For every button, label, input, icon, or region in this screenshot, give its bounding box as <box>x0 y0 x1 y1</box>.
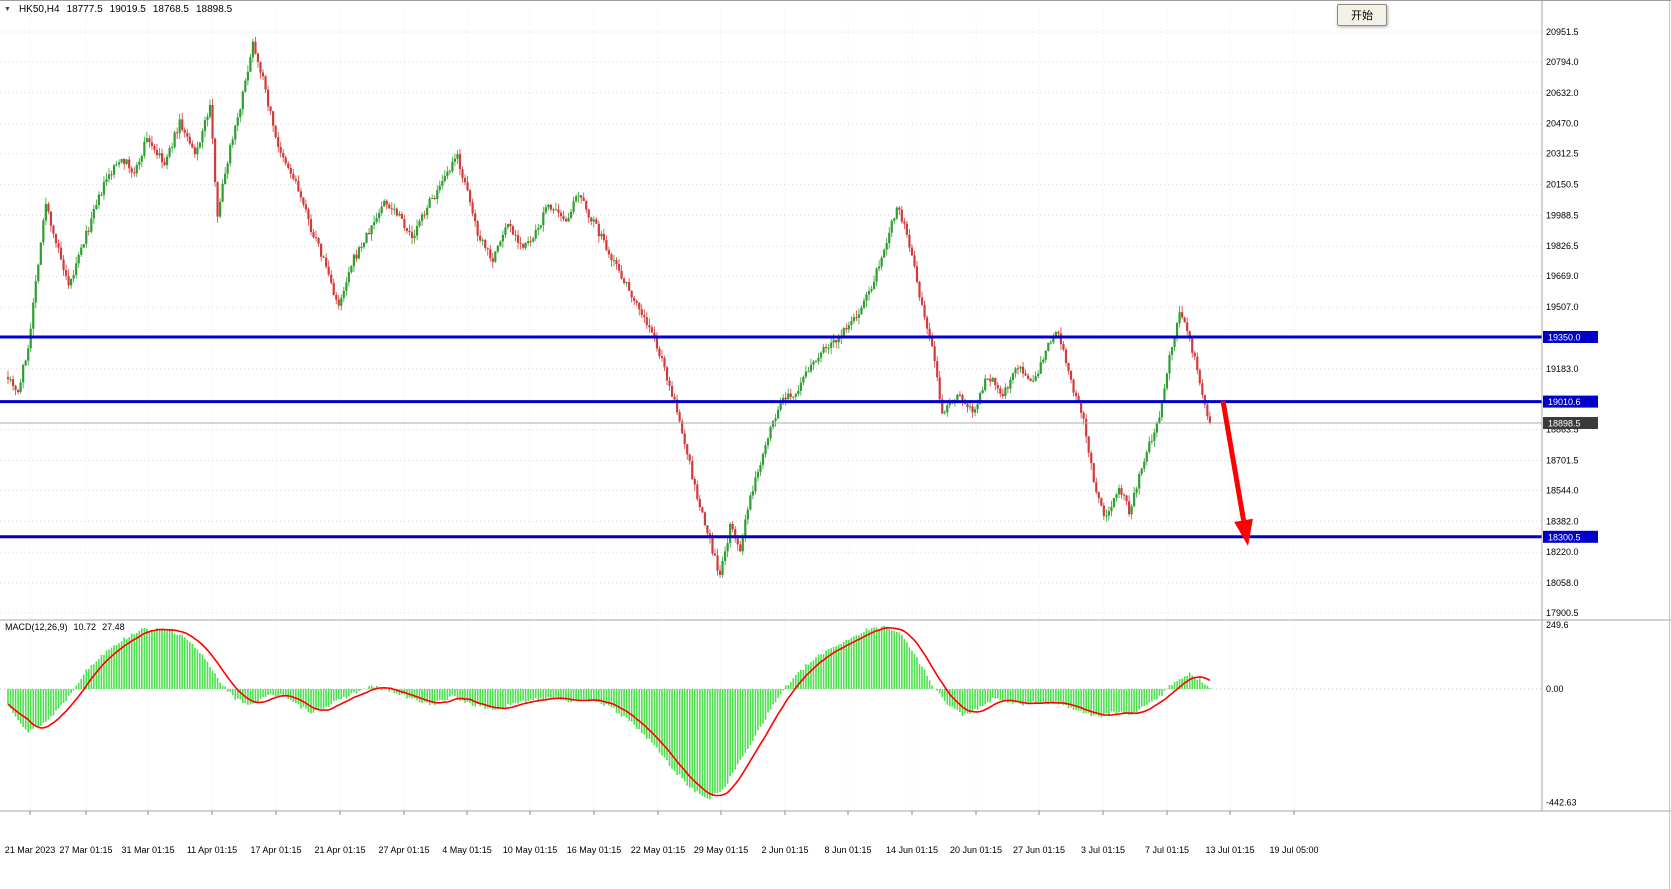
svg-text:19 Jul 05:00: 19 Jul 05:00 <box>1269 845 1318 855</box>
svg-text:27 Mar 01:15: 27 Mar 01:15 <box>59 845 112 855</box>
svg-text:18220.0: 18220.0 <box>1546 547 1579 557</box>
svg-text:3 Jul 01:15: 3 Jul 01:15 <box>1081 845 1125 855</box>
svg-text:19507.0: 19507.0 <box>1546 302 1579 312</box>
svg-text:8 Jun 01:15: 8 Jun 01:15 <box>824 845 871 855</box>
svg-text:13 Jul 01:15: 13 Jul 01:15 <box>1205 845 1254 855</box>
macd-indicator-label: MACD(12,26,9) 10.72 27.48 <box>5 622 125 632</box>
svg-text:27 Apr 01:15: 27 Apr 01:15 <box>378 845 429 855</box>
svg-text:19988.5: 19988.5 <box>1546 210 1579 220</box>
macd-signal-value: 27.48 <box>102 622 125 632</box>
svg-text:20470.0: 20470.0 <box>1546 119 1579 129</box>
pane-separators[interactable] <box>0 1 1671 812</box>
svg-text:-442.63: -442.63 <box>1546 798 1577 808</box>
ohlc-readout: ▼ HK50,H4 18777.5 19019.5 18768.5 18898.… <box>4 4 232 15</box>
svg-text:2 Jun 01:15: 2 Jun 01:15 <box>761 845 808 855</box>
start-button[interactable]: 开始 <box>1337 4 1387 26</box>
svg-text:20312.5: 20312.5 <box>1546 149 1579 159</box>
svg-text:18544.0: 18544.0 <box>1546 486 1579 496</box>
svg-text:18701.5: 18701.5 <box>1546 456 1579 466</box>
svg-text:249.6: 249.6 <box>1546 620 1569 630</box>
svg-text:18382.0: 18382.0 <box>1546 516 1579 526</box>
svg-text:16 May 01:15: 16 May 01:15 <box>567 845 622 855</box>
svg-text:27 Jun 01:15: 27 Jun 01:15 <box>1013 845 1065 855</box>
svg-text:18300.5: 18300.5 <box>1548 532 1581 542</box>
svg-text:20951.5: 20951.5 <box>1546 27 1579 37</box>
macd-signal-line <box>7 626 1211 797</box>
symbol-label: HK50,H4 <box>18 4 60 15</box>
svg-text:20794.0: 20794.0 <box>1546 57 1579 67</box>
macd-main-value: 10.72 <box>73 622 97 632</box>
svg-text:18058.0: 18058.0 <box>1546 578 1579 588</box>
price-axis[interactable]: 20951.5 20794.0 20632.0 20470.0 20312.5 20150… <box>1543 27 1598 618</box>
svg-text:17 Apr 01:15: 17 Apr 01:15 <box>250 845 301 855</box>
high-value: 19019.5 <box>109 4 146 15</box>
macd-histogram <box>7 625 1211 800</box>
svg-text:11 Apr 01:15: 11 Apr 01:15 <box>187 845 237 855</box>
macd-name: MACD(12,26,9) <box>5 622 68 632</box>
close-value: 18898.5 <box>195 4 233 15</box>
window-right-border <box>1669 1 1670 889</box>
svg-text:4 May 01:15: 4 May 01:15 <box>442 845 492 855</box>
svg-text:19669.0: 19669.0 <box>1546 271 1579 281</box>
trend-arrow[interactable] <box>1220 400 1253 546</box>
svg-text:10 May 01:15: 10 May 01:15 <box>503 845 558 855</box>
svg-text:20 Jun 01:15: 20 Jun 01:15 <box>950 845 1002 855</box>
svg-text:18898.5: 18898.5 <box>1548 419 1581 429</box>
svg-text:19183.0: 19183.0 <box>1546 364 1579 374</box>
svg-text:29 May 01:15: 29 May 01:15 <box>694 845 749 855</box>
svg-text:19010.6: 19010.6 <box>1548 397 1581 407</box>
svg-text:14 Jun 01:15: 14 Jun 01:15 <box>886 845 938 855</box>
svg-text:21 Mar 2023: 21 Mar 2023 <box>5 845 56 855</box>
horizontal-gridlines <box>0 31 1542 690</box>
horizontal-level-lines[interactable] <box>0 335 1542 539</box>
svg-text:20632.0: 20632.0 <box>1546 88 1579 98</box>
svg-text:19826.5: 19826.5 <box>1546 241 1579 251</box>
svg-text:18863.5: 18863.5 <box>1546 425 1579 435</box>
macd-axis[interactable]: 249.6 0.00 -442.63 <box>1546 620 1577 808</box>
svg-text:21 Apr 01:15: 21 Apr 01:15 <box>314 845 365 855</box>
low-value: 18768.5 <box>152 4 189 15</box>
svg-text:31 Mar 01:15: 31 Mar 01:15 <box>121 845 174 855</box>
time-axis[interactable]: 21 Mar 2023 27 Mar 01:15 31 Mar 01:15 11 Ap… <box>5 811 1319 855</box>
svg-text:22 May 01:15: 22 May 01:15 <box>631 845 686 855</box>
symbol-marker-icon: ▼ <box>4 6 11 13</box>
svg-text:7 Jul 01:15: 7 Jul 01:15 <box>1145 845 1189 855</box>
svg-text:0.00: 0.00 <box>1546 684 1564 694</box>
svg-text:17900.5: 17900.5 <box>1546 608 1579 618</box>
svg-text:19350.0: 19350.0 <box>1548 333 1581 343</box>
open-value: 18777.5 <box>66 4 103 15</box>
svg-text:20150.5: 20150.5 <box>1546 180 1579 190</box>
